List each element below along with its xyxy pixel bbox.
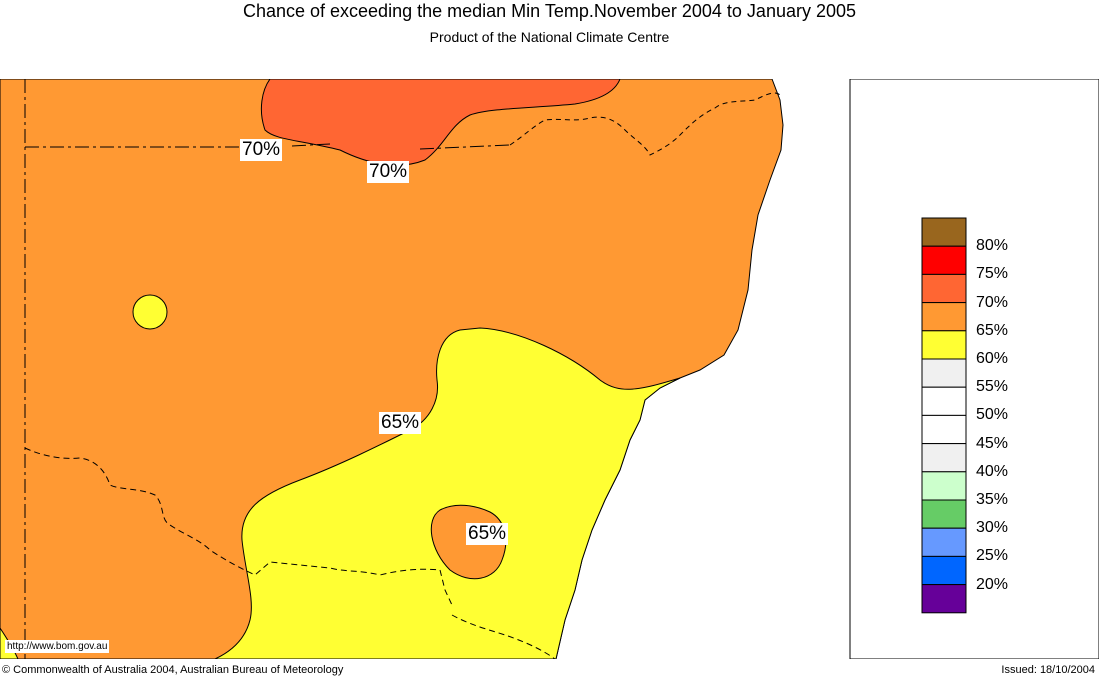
legend-label: 75% xyxy=(976,265,1009,283)
region-yellow-blob xyxy=(132,294,168,330)
legend-swatch xyxy=(921,245,967,275)
legend-swatch xyxy=(921,358,967,388)
legend-label: 65% xyxy=(976,321,1009,339)
legend-label: 20% xyxy=(976,575,1009,593)
legend-label: 80% xyxy=(976,237,1009,255)
state-border-north xyxy=(25,143,511,150)
legend-label: 55% xyxy=(976,378,1009,396)
legend-swatch xyxy=(921,471,967,501)
legend-swatches xyxy=(921,217,967,614)
bom-url[interactable]: http://www.bom.gov.au xyxy=(5,640,110,653)
issued-date: Issued: 18/10/2004 xyxy=(1001,664,1095,676)
legend-panel xyxy=(849,79,1099,659)
legend-swatch xyxy=(921,584,967,614)
legend-swatch xyxy=(921,302,967,332)
legend-swatch xyxy=(921,386,967,416)
copyright-text: © Commonwealth of Australia 2004, Austra… xyxy=(2,664,344,676)
state-border-south xyxy=(24,447,556,659)
region-70-75 xyxy=(260,79,621,166)
legend-swatch xyxy=(921,330,967,360)
legend-swatch xyxy=(921,273,967,304)
legend-label: 60% xyxy=(976,350,1009,367)
legend-label: 40% xyxy=(976,462,1009,480)
legend-label: 25% xyxy=(976,547,1009,565)
map-frame xyxy=(0,79,1099,659)
page-subtitle: Product of the National Climate Centre xyxy=(429,29,670,45)
legend-label: 35% xyxy=(976,491,1009,508)
region-60-65 xyxy=(214,327,681,659)
contour-label-70-center: 70% xyxy=(367,161,410,183)
legend-swatch xyxy=(921,499,967,529)
legend-swatch xyxy=(921,414,967,445)
legend-swatch xyxy=(921,217,967,247)
legend-swatch xyxy=(921,555,967,586)
legend-label: 30% xyxy=(976,519,1009,537)
legend-label: 70% xyxy=(976,293,1009,311)
contour-label-70-north: 70% xyxy=(240,139,283,161)
contour-label-65-south: 65% xyxy=(466,523,509,545)
legend-swatch xyxy=(921,443,967,473)
legend-label: 50% xyxy=(976,406,1009,424)
nsw-qld-border-east xyxy=(509,92,781,156)
legend-label: 45% xyxy=(976,434,1009,452)
legend-swatch xyxy=(921,527,967,557)
contour-label-65-mid: 65% xyxy=(379,412,422,434)
page-title: Chance of exceeding the median Min Temp.… xyxy=(242,1,857,21)
